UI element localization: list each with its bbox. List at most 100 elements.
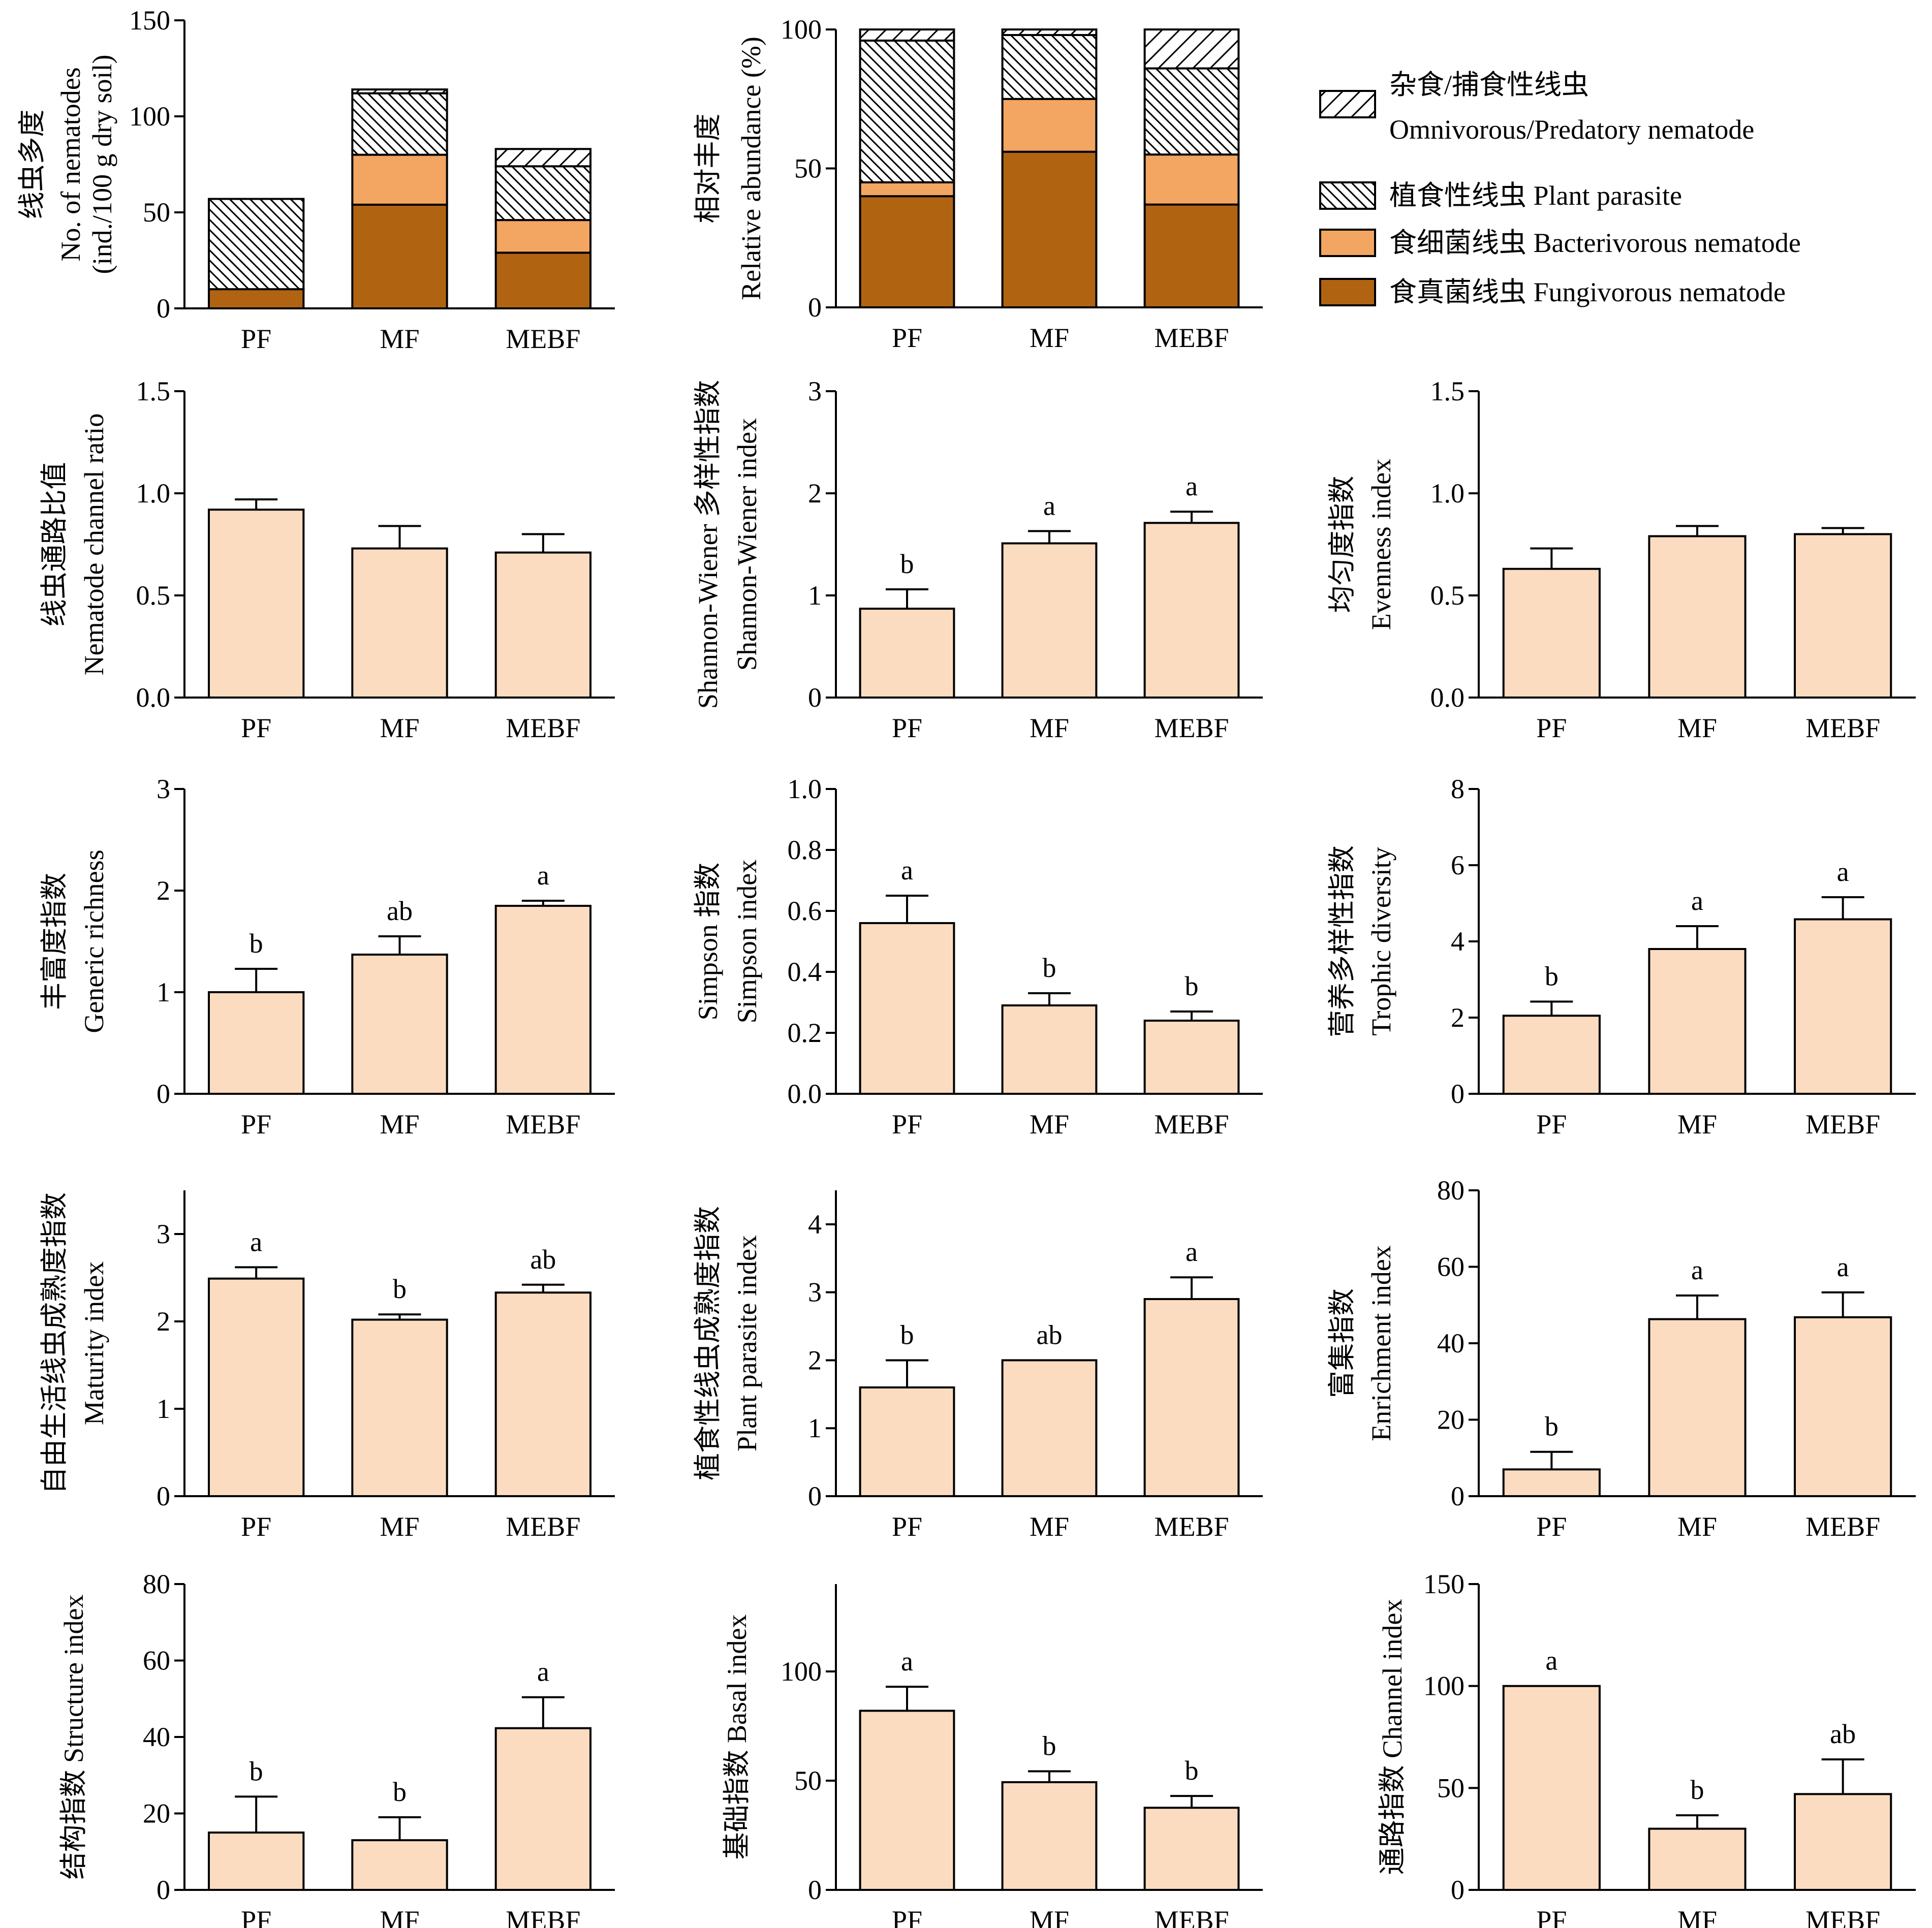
significance-letter: b bbox=[900, 1319, 914, 1350]
bar-segment-omnivorous bbox=[859, 28, 955, 42]
y-tick-label: 60 bbox=[1437, 1252, 1464, 1282]
bar bbox=[1502, 1468, 1601, 1497]
significance-letter: b bbox=[250, 1756, 263, 1786]
bar-segment-bacterivorous bbox=[1001, 98, 1098, 153]
bar bbox=[494, 1727, 592, 1891]
x-tick-label: MEBF bbox=[506, 713, 580, 743]
bar bbox=[1794, 1316, 1892, 1498]
x-tick-label: PF bbox=[892, 1905, 922, 1928]
y-axis-label-cn: 相对丰度 bbox=[693, 114, 723, 224]
y-axis-label-en: Trophic diversity bbox=[1366, 847, 1396, 1036]
x-tick-label: PF bbox=[1536, 1905, 1567, 1928]
bar bbox=[351, 1318, 448, 1498]
plant-parasite-index-panel: 0 1 2 3 4 b PF ab MF a MEBF 植食性线虫成熟度指数 Plant parasit… bbox=[693, 1190, 1263, 1542]
y-axis-label-en: Relative abundance (%) bbox=[736, 37, 766, 300]
shannon-panel: 0 1 2 3 b PF a MF a MEBF Shannon-Wiener 多样性指数 Shann… bbox=[693, 376, 1263, 743]
bar-segment-fungivorous bbox=[207, 288, 305, 310]
legend-label: 食真菌线虫 Fungivorous nematode bbox=[1389, 277, 1786, 307]
bar bbox=[1648, 1827, 1747, 1891]
significance-letter: b bbox=[250, 928, 263, 959]
y-tick-label: 4 bbox=[808, 1209, 822, 1240]
x-tick-label: MF bbox=[1677, 1905, 1717, 1928]
bar bbox=[1502, 1015, 1601, 1095]
significance-letter: a bbox=[1691, 1255, 1703, 1285]
x-tick-label: MEBF bbox=[1805, 1905, 1880, 1928]
bar bbox=[1648, 1318, 1747, 1498]
bar-segment-fungivorous bbox=[494, 251, 592, 310]
y-tick-label: 60 bbox=[143, 1646, 170, 1676]
y-axis-label-unit: (ind./100 g dry soil) bbox=[87, 55, 117, 274]
bar bbox=[1001, 1359, 1098, 1497]
significance-letter: b bbox=[1185, 971, 1199, 1001]
significance-letter: ab bbox=[1037, 1319, 1063, 1350]
bar bbox=[1648, 948, 1747, 1095]
y-tick-label: 0 bbox=[157, 1875, 170, 1905]
y-axis-label-en: Plant parasite index bbox=[732, 1235, 762, 1451]
legend-swatch bbox=[1319, 181, 1376, 210]
x-tick-label: MEBF bbox=[1805, 713, 1880, 743]
y-tick-label: 100 bbox=[781, 14, 822, 45]
y-axis-label-en: No. of nematodes bbox=[55, 67, 86, 261]
bar bbox=[1143, 1298, 1240, 1497]
y-tick-label: 0 bbox=[808, 292, 822, 323]
y-tick-label: 2 bbox=[157, 1306, 170, 1337]
y-tick-label: 2 bbox=[157, 875, 170, 906]
y-axis-label: 结构指数 Structure index bbox=[58, 1595, 89, 1880]
maturity-panel: 0 1 2 3 a PF b MF ab MEBF 自由生活线虫成熟度指数 Maturity inde… bbox=[39, 1190, 615, 1542]
significance-letter: ab bbox=[1830, 1719, 1856, 1749]
significance-letter: a bbox=[1186, 471, 1198, 501]
y-axis-label-en: Maturity index bbox=[79, 1261, 109, 1425]
x-tick-label: PF bbox=[892, 1511, 922, 1542]
bar bbox=[1648, 535, 1747, 699]
x-tick-label: MF bbox=[380, 1109, 419, 1140]
bar-segment-plant_parasite bbox=[859, 39, 955, 183]
y-tick-label: 50 bbox=[794, 1765, 822, 1796]
bar-segment-bacterivorous bbox=[1143, 153, 1240, 206]
y-tick-label: 2 bbox=[808, 1345, 822, 1375]
x-tick-label: MEBF bbox=[506, 1109, 580, 1140]
y-tick-label: 1.5 bbox=[136, 376, 171, 406]
bar-segment-plant_parasite bbox=[494, 165, 592, 222]
y-axis-label-en: Nematode channel ratio bbox=[79, 414, 109, 676]
y-tick-label: 0.6 bbox=[788, 896, 822, 926]
y-axis-label: 基础指数 Basal index bbox=[722, 1615, 752, 1860]
significance-letter: a bbox=[537, 860, 549, 891]
y-tick-label: 3 bbox=[157, 774, 170, 804]
y-axis-label-cn: 植食性线虫成熟度指数 bbox=[693, 1206, 723, 1480]
y-axis-label-en: Shannon-Wiener index bbox=[732, 418, 762, 671]
x-tick-label: MF bbox=[1677, 713, 1717, 743]
x-tick-label: MF bbox=[380, 1905, 419, 1928]
x-tick-label: MF bbox=[380, 1511, 419, 1542]
x-tick-label: MEBF bbox=[1154, 323, 1229, 353]
y-tick-label: 0 bbox=[1451, 1079, 1464, 1109]
x-tick-label: MEBF bbox=[506, 1511, 580, 1542]
y-tick-label: 0.2 bbox=[788, 1018, 822, 1048]
legend-swatch bbox=[1319, 90, 1376, 118]
bar bbox=[1794, 533, 1892, 699]
y-tick-label: 0 bbox=[808, 682, 822, 713]
bar-segment-omnivorous bbox=[494, 148, 592, 168]
y-tick-label: 50 bbox=[1437, 1773, 1464, 1803]
legend-swatch bbox=[1319, 278, 1376, 306]
x-tick-label: MEBF bbox=[506, 1905, 580, 1928]
y-tick-label: 1.0 bbox=[788, 774, 822, 804]
y-tick-label: 2 bbox=[808, 478, 822, 509]
y-tick-label: 80 bbox=[143, 1569, 170, 1599]
significance-letter: b bbox=[1545, 961, 1559, 992]
x-tick-label: MEBF bbox=[506, 324, 580, 354]
significance-letter: a bbox=[250, 1226, 262, 1257]
y-axis-label-cn: Simpson 指数 bbox=[693, 863, 723, 1021]
y-tick-label: 1.5 bbox=[1430, 376, 1465, 406]
bar bbox=[1794, 918, 1892, 1095]
nematode-number-panel: 0 50 100 150 PF MF MEBF 线虫多度 No. of nematodes (in… bbox=[17, 5, 615, 354]
y-axis-label-en: Generic richness bbox=[79, 849, 109, 1033]
x-tick-label: MF bbox=[1030, 1905, 1069, 1928]
y-tick-label: 0 bbox=[808, 1875, 822, 1905]
bar-segment-fungivorous bbox=[351, 203, 448, 309]
significance-letter: a bbox=[1691, 886, 1703, 916]
y-tick-label: 50 bbox=[143, 197, 170, 228]
x-tick-label: MEBF bbox=[1154, 1905, 1229, 1928]
x-tick-label: PF bbox=[241, 1109, 271, 1140]
bar bbox=[494, 1291, 592, 1497]
y-tick-label: 6 bbox=[1451, 850, 1464, 880]
